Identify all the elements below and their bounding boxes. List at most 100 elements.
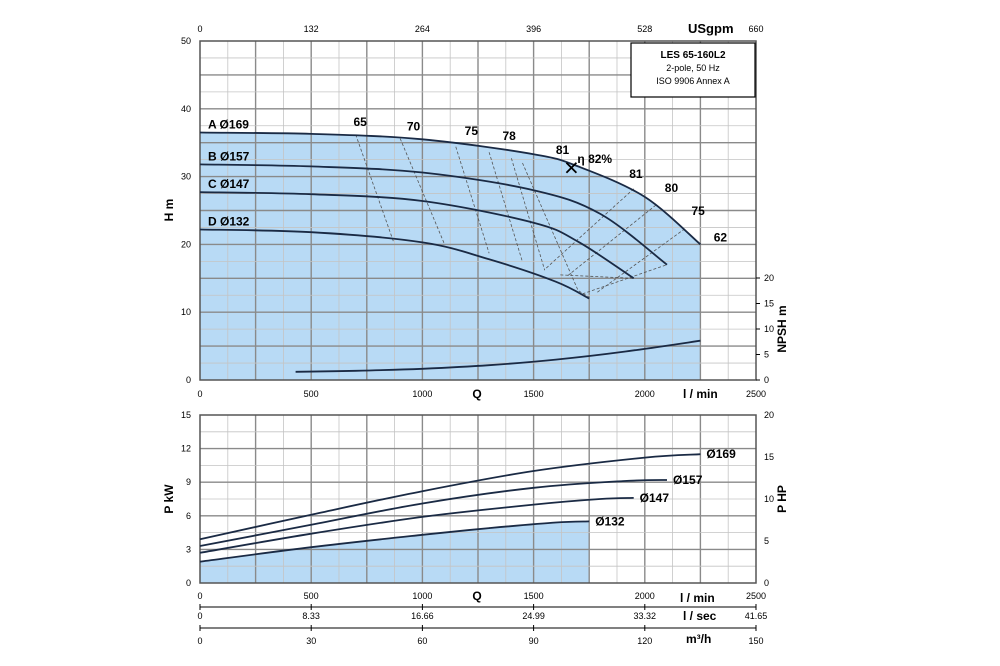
efficiency-isoline	[595, 228, 686, 294]
lmin-unit-label: l / min	[680, 591, 715, 605]
lmin-tick: 1500	[524, 591, 544, 601]
lsec-tick: 24.99	[522, 611, 545, 621]
head-x-tick: 2000	[635, 389, 655, 399]
head-x-tick: 1000	[412, 389, 432, 399]
efficiency-isoline	[511, 158, 546, 271]
power-curve-series	[199, 453, 701, 541]
head-y-tick: 40	[181, 104, 191, 114]
hp-y-tick: 10	[764, 494, 774, 504]
info-box	[630, 42, 756, 98]
usgpm-unit-label: USgpm	[688, 21, 734, 36]
power-plot-frame	[199, 414, 757, 584]
efficiency-label: η 82%	[577, 152, 612, 166]
efficiency-label: 80	[665, 181, 679, 195]
lmin-tick: 500	[304, 591, 319, 601]
head-curve-series	[199, 131, 701, 246]
head-y-tick: 10	[181, 307, 191, 317]
head-plot-frame	[199, 40, 757, 381]
head-curve-label: D Ø132	[208, 214, 250, 228]
usgpm-tick: 396	[526, 24, 541, 34]
head-y-tick: 50	[181, 36, 191, 46]
power-curve-label: Ø132	[595, 514, 625, 528]
npsh-y-tick: 10	[764, 324, 774, 334]
efficiency-isoline	[522, 162, 590, 298]
hp-y-tick: 5	[764, 536, 769, 546]
lsec-tick: 33.32	[634, 611, 657, 621]
power-y-tick: 12	[181, 444, 191, 454]
m3h-tick: 120	[637, 636, 652, 646]
npsh-y-tick: 20	[764, 273, 774, 283]
m3h-tick: 30	[306, 636, 316, 646]
head-y-tick: 30	[181, 172, 191, 182]
efficiency-label: 78	[502, 129, 516, 143]
lmin-tick: 2500	[746, 591, 766, 601]
lsec-tick: 41.65	[745, 611, 768, 621]
lsec-tick: 0	[197, 611, 202, 621]
head-curve-series	[199, 228, 590, 300]
head-curve-label: C Ø147	[208, 177, 250, 191]
npsh-axis-label: NPSH m	[775, 305, 789, 352]
power-curve-label: Ø157	[673, 473, 703, 487]
power-curve-label: Ø169	[706, 447, 736, 461]
head-y-axis-label: H m	[162, 199, 176, 222]
head-x-axis-label: Q	[472, 387, 481, 401]
power-x-axis-label: Q	[472, 589, 481, 603]
hp-y-tick: 15	[764, 452, 774, 462]
efficiency-isoline	[488, 152, 523, 263]
head-curve-series	[199, 191, 635, 280]
lmin-tick: 2000	[635, 591, 655, 601]
efficiency-label: 81	[629, 167, 643, 181]
npsh-y-tick: 5	[764, 350, 769, 360]
npsh-y-tick: 0	[764, 375, 769, 385]
power-curve-series	[199, 497, 634, 554]
head-x-tick: 2500	[746, 389, 766, 399]
info-box-standard: ISO 9906 Annex A	[656, 76, 730, 86]
m3h-unit-label: m³/h	[686, 632, 711, 646]
efficiency-label: 81	[556, 143, 570, 157]
head-x-tick: 500	[304, 389, 319, 399]
head-curve-label: B Ø157	[208, 149, 250, 163]
hp-axis-label: P HP	[775, 485, 789, 513]
head-x-tick: 0	[197, 389, 202, 399]
usgpm-tick: 264	[415, 24, 430, 34]
head-x-unit-label: l / min	[683, 387, 718, 401]
hp-y-tick: 0	[764, 578, 769, 588]
m3h-tick: 150	[748, 636, 763, 646]
power-y-tick: 3	[186, 544, 191, 554]
m3h-tick: 0	[197, 636, 202, 646]
efficiency-label: 75	[465, 124, 479, 138]
usgpm-tick: 660	[748, 24, 763, 34]
usgpm-tick: 528	[637, 24, 652, 34]
info-box-model: LES 65-160L2	[660, 50, 725, 61]
head-y-tick: 0	[186, 375, 191, 385]
head-x-tick: 1500	[524, 389, 544, 399]
power-curve-label: Ø147	[640, 491, 670, 505]
efficiency-label: 75	[691, 204, 705, 218]
head-y-tick: 20	[181, 239, 191, 249]
hp-y-tick: 20	[764, 410, 774, 420]
usgpm-tick: 132	[304, 24, 319, 34]
head-curve-label: A Ø169	[208, 118, 249, 132]
lmin-tick: 1000	[412, 591, 432, 601]
bep-marker	[565, 162, 578, 174]
efficiency-isoline	[399, 138, 445, 245]
power-y-tick: 6	[186, 511, 191, 521]
info-box-speed: 2-pole, 50 Hz	[666, 63, 720, 73]
power-y-tick: 0	[186, 578, 191, 588]
lsec-tick: 16.66	[411, 611, 434, 621]
lsec-tick: 8.33	[302, 611, 320, 621]
power-y-axis-label: P kW	[162, 484, 176, 514]
efficiency-label: 65	[353, 115, 367, 129]
efficiency-isoline	[355, 134, 394, 242]
power-y-tick: 9	[186, 477, 191, 487]
lmin-tick: 0	[197, 591, 202, 601]
usgpm-tick: 0	[197, 24, 202, 34]
lsec-unit-label: l / sec	[683, 609, 717, 623]
m3h-tick: 90	[529, 636, 539, 646]
power-curve-series	[199, 479, 668, 547]
power-curve-series	[199, 520, 590, 563]
efficiency-label: 70	[407, 119, 421, 133]
efficiency-isoline	[560, 274, 634, 279]
efficiency-isoline	[566, 204, 657, 277]
